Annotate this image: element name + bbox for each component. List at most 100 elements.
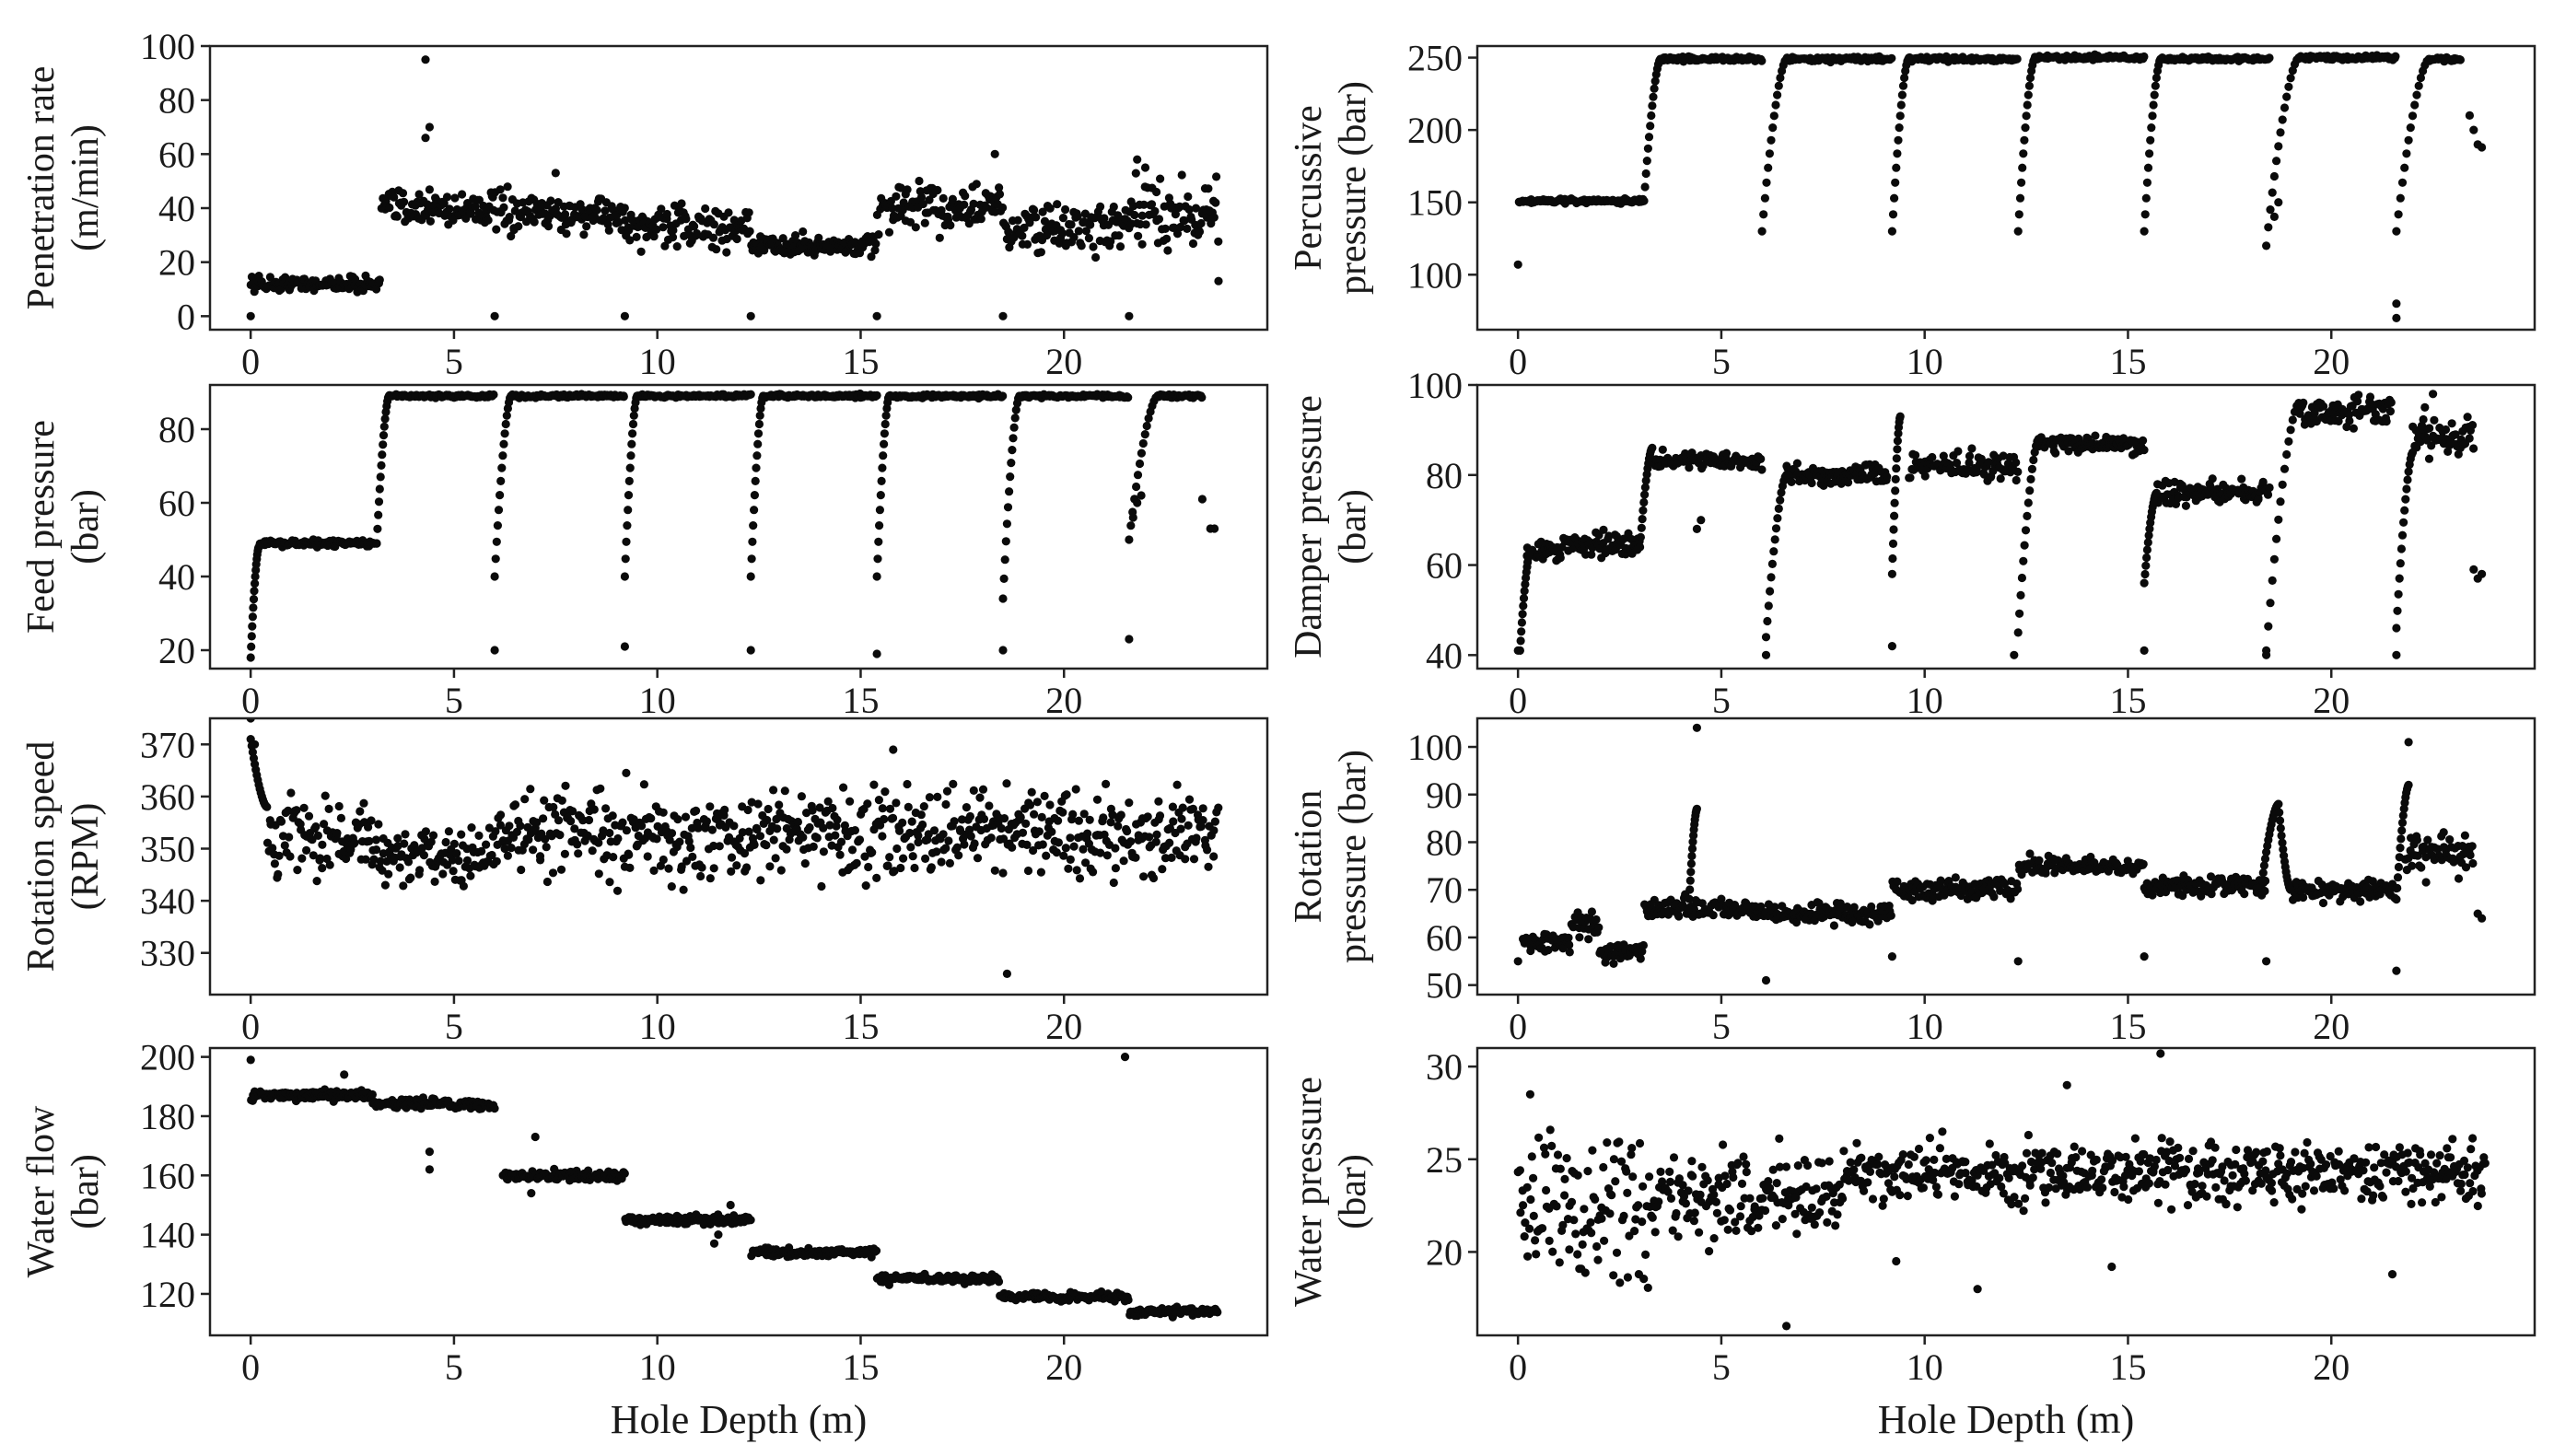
data-point <box>384 869 393 879</box>
data-point <box>1769 547 1778 556</box>
data-point <box>1116 810 1125 820</box>
data-point <box>632 232 641 241</box>
data-point <box>1984 458 1993 467</box>
data-point <box>1162 234 1172 243</box>
data-point <box>2152 488 2161 497</box>
data-point <box>1192 833 1201 843</box>
y-tick-label: 360 <box>140 776 195 818</box>
data-point <box>596 784 605 793</box>
data-point <box>1061 204 1070 215</box>
data-point <box>1977 454 1986 463</box>
data-point <box>916 192 927 202</box>
data-point <box>2396 193 2405 203</box>
data-point <box>744 827 753 836</box>
data-point <box>2262 241 2271 250</box>
data-point <box>933 185 942 195</box>
data-point <box>1109 202 1118 212</box>
data-point <box>2021 526 2031 535</box>
data-point <box>2274 515 2283 524</box>
x-tick-label: 10 <box>639 1006 676 1047</box>
data-point <box>1906 473 1915 483</box>
data-point <box>502 411 511 420</box>
data-point <box>1176 222 1185 232</box>
data-point <box>442 192 452 202</box>
data-point <box>965 825 974 834</box>
data-point <box>637 821 647 831</box>
data-point <box>2466 850 2475 860</box>
data-point <box>1079 810 1089 819</box>
data-point <box>1047 827 1056 836</box>
data-point <box>542 877 553 887</box>
data-point <box>2420 402 2430 412</box>
data-point <box>1015 391 1024 401</box>
data-point <box>2143 538 2152 547</box>
data-point <box>364 822 373 832</box>
data-point <box>1756 454 1766 463</box>
y-tick-label: 80 <box>158 80 195 122</box>
data-point <box>892 798 901 808</box>
data-point <box>875 506 885 515</box>
data-point <box>2142 178 2152 187</box>
data-point <box>752 463 761 472</box>
data-point <box>2022 111 2031 121</box>
data-point <box>1135 459 1145 469</box>
data-point <box>672 242 682 251</box>
data-point <box>2396 559 2405 568</box>
data-point <box>2354 390 2363 400</box>
y-tick-label: 20 <box>158 242 195 284</box>
data-point <box>497 463 507 472</box>
data-point <box>1123 827 1132 836</box>
data-point <box>554 816 564 825</box>
series-points <box>246 389 1219 662</box>
data-point <box>1782 471 1791 480</box>
data-point <box>566 817 576 826</box>
data-point <box>881 411 891 420</box>
data-point <box>1022 840 1032 850</box>
data-point <box>2463 413 2472 422</box>
data-point <box>1568 543 1578 553</box>
data-point <box>1640 483 1650 492</box>
data-point <box>496 491 505 500</box>
data-point <box>1685 885 1695 894</box>
data-point <box>492 537 501 546</box>
data-point <box>384 391 393 401</box>
data-point <box>2349 424 2358 433</box>
data-point <box>729 821 739 831</box>
data-point <box>769 835 778 844</box>
data-point <box>2400 163 2409 172</box>
data-point <box>847 845 857 855</box>
data-point <box>2161 888 2171 897</box>
data-point <box>978 785 988 794</box>
data-point <box>686 843 695 853</box>
data-point <box>2430 415 2439 425</box>
data-point <box>1517 627 1526 636</box>
data-point <box>972 180 981 189</box>
data-point <box>1776 495 1785 505</box>
data-point <box>914 838 923 847</box>
data-point <box>2206 872 2216 881</box>
data-point <box>647 814 656 823</box>
data-point <box>1141 220 1150 229</box>
data-point <box>1889 525 1898 534</box>
data-point <box>962 803 971 812</box>
data-point <box>2425 424 2434 433</box>
x-tick-label: 5 <box>1712 680 1731 721</box>
data-point <box>1171 210 1180 219</box>
data-point <box>960 200 969 209</box>
data-point <box>628 429 637 438</box>
data-point <box>1844 478 1853 487</box>
data-point <box>1204 862 1213 871</box>
data-point <box>939 193 948 203</box>
data-point <box>2143 163 2153 172</box>
data-point <box>361 855 370 864</box>
data-point <box>939 830 948 839</box>
data-point <box>2429 390 2438 399</box>
data-point <box>1939 451 1948 460</box>
data-point <box>2006 894 2015 903</box>
data-point <box>1100 214 1109 223</box>
data-point <box>621 554 630 564</box>
data-point <box>2146 135 2155 145</box>
data-point <box>709 220 719 229</box>
data-point <box>1565 940 1574 949</box>
